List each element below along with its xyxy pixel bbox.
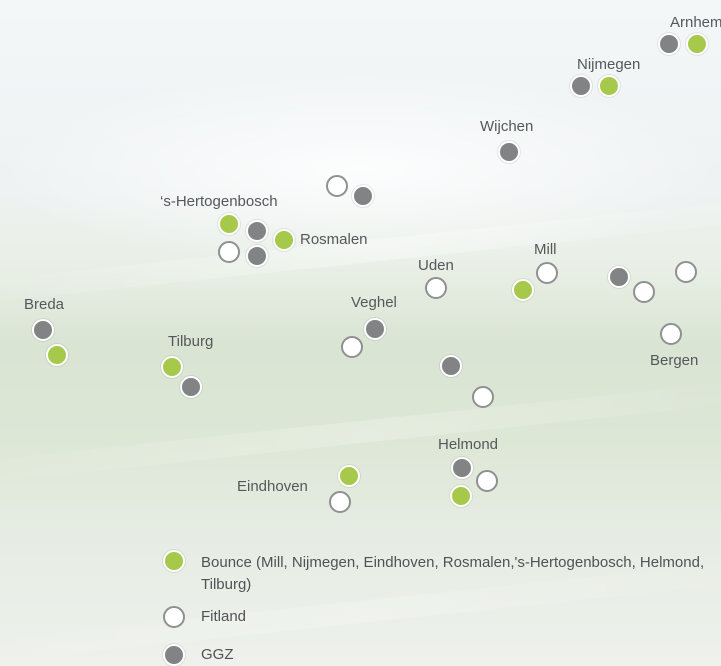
bounce-marker[interactable] <box>686 33 708 55</box>
fitland-marker[interactable] <box>633 281 655 303</box>
city-label-wijchen: Wijchen <box>480 118 534 135</box>
fitland-swatch-icon <box>163 606 185 628</box>
ggz-marker[interactable] <box>570 75 592 97</box>
bounce-marker[interactable] <box>161 356 183 378</box>
city-label-bergen: Bergen <box>650 352 699 369</box>
ggz-marker[interactable] <box>352 185 374 207</box>
fitland-marker[interactable] <box>536 262 558 284</box>
city-label-helmond: Helmond <box>438 436 499 453</box>
fitland-marker[interactable] <box>476 470 498 492</box>
ggz-swatch-icon <box>163 644 185 666</box>
ggz-marker[interactable] <box>246 245 268 267</box>
fitland-marker[interactable] <box>660 323 682 345</box>
bounce-marker[interactable] <box>273 229 295 251</box>
bounce-swatch-icon <box>163 550 185 572</box>
bounce-marker[interactable] <box>512 279 534 301</box>
ggz-marker[interactable] <box>440 355 462 377</box>
ggz-marker[interactable] <box>658 33 680 55</box>
fitland-marker[interactable] <box>472 386 494 408</box>
city-label-nijmegen: Nijmegen <box>577 56 641 73</box>
city-label-s-hertogenbosch: ‘s-Hertogenbosch <box>160 193 278 210</box>
fitland-marker[interactable] <box>326 175 348 197</box>
fitland-marker[interactable] <box>341 336 363 358</box>
ggz-marker[interactable] <box>180 376 202 398</box>
city-label-veghel: Veghel <box>351 294 397 311</box>
bounce-marker[interactable] <box>598 75 620 97</box>
city-label-tilburg: Tilburg <box>168 333 214 350</box>
city-label-eindhoven: Eindhoven <box>237 478 308 495</box>
ggz-marker[interactable] <box>246 220 268 242</box>
bounce-marker[interactable] <box>46 344 68 366</box>
bounce-marker[interactable] <box>218 213 240 235</box>
bounce-marker[interactable] <box>338 465 360 487</box>
bounce-marker[interactable] <box>450 485 472 507</box>
city-label-mill: Mill <box>534 241 557 258</box>
city-label-breda: Breda <box>24 296 65 313</box>
background-streak <box>0 197 721 305</box>
fitland-marker[interactable] <box>329 491 351 513</box>
legend-label-fitland: Fitland <box>201 608 247 625</box>
fitland-marker[interactable] <box>675 261 697 283</box>
ggz-marker[interactable] <box>608 266 630 288</box>
legend-label-bounce: Bounce (Mill, Nijmegen, Eindhoven, Rosma… <box>201 554 705 593</box>
ggz-marker[interactable] <box>451 457 473 479</box>
ggz-marker[interactable] <box>498 141 520 163</box>
legend-label-ggz: GGZ <box>201 646 234 663</box>
ggz-marker[interactable] <box>32 319 54 341</box>
city-label-rosmalen: Rosmalen <box>300 231 368 248</box>
background-streak <box>0 377 721 485</box>
city-label-uden: Uden <box>418 257 454 274</box>
fitland-marker[interactable] <box>218 241 240 263</box>
fitland-marker[interactable] <box>425 277 447 299</box>
city-label-arnhem: Arnhem <box>670 14 721 31</box>
ggz-marker[interactable] <box>364 318 386 340</box>
